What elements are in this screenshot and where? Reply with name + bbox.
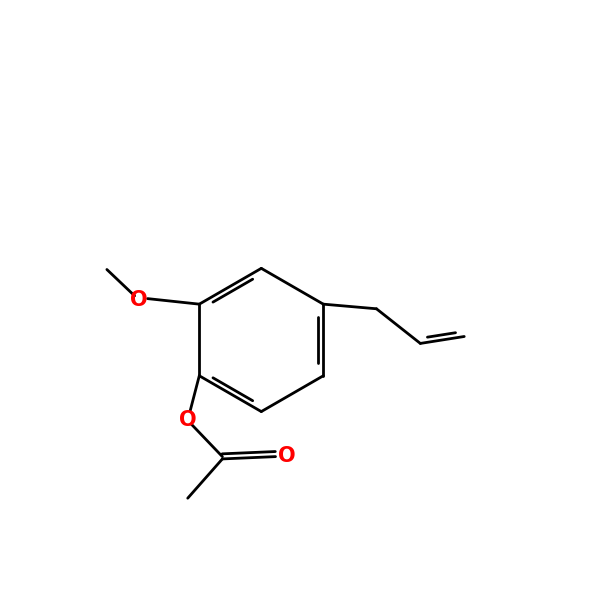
Text: O: O bbox=[278, 446, 296, 466]
Text: O: O bbox=[179, 410, 197, 430]
Text: O: O bbox=[130, 290, 148, 310]
